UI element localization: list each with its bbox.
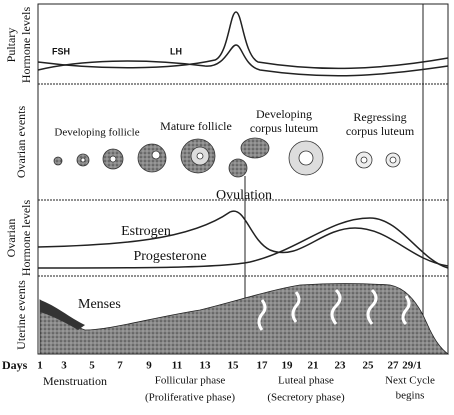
side-label: Uterine events [14,280,28,350]
glands [257,288,411,331]
fsh-label: FSH [52,46,70,56]
day-tick: 19 [282,360,294,372]
day-tick: 1 [37,360,43,372]
day-tick: 23 [335,360,347,372]
day-tick: 13 [200,360,212,372]
estrogen-curve [37,210,449,267]
endometrium [39,283,450,355]
lh-curve [37,11,449,70]
side-label: Hormone levels [19,200,33,277]
day-tick: 7 [117,360,123,372]
phase-label: (Secretory phase) [267,392,345,404]
estrogen-label: Estrogen [121,224,171,239]
day-tick: 29/1 [402,360,422,372]
day-tick: 27 [388,360,400,372]
day-tick: 11 [172,360,182,372]
day-tick: 5 [89,360,95,372]
event-label: Regressing [353,110,406,124]
follicles [53,137,401,178]
progesterone-curve [37,217,449,269]
phase-label: (Proliferative phase) [145,392,235,404]
days-label: Days [2,358,28,372]
phase-label: Menstruation [43,374,107,388]
event-label: Mature follicle [160,119,232,133]
side-label: Ovarian [4,219,18,258]
phase-label: Next Cycle [385,375,435,387]
side-labels: Pultary Hormone levels Ovarian events Ov… [4,7,33,350]
day-tick: 17 [257,360,269,372]
day-tick: 9 [146,360,152,372]
event-label: Developing [256,107,312,121]
menses-label: Menses [78,297,121,312]
day-tick: 25 [363,360,375,372]
progesterone-label: Progesterone [133,249,206,264]
event-label: Developing follicle [54,127,139,139]
lh-label: LH [170,46,182,56]
side-label: Pultary [4,28,18,63]
phase-label: Follicular phase [155,375,226,387]
event-label: corpus luteum [346,124,415,138]
menses-flow [40,300,85,330]
event-label: corpus luteum [250,121,319,135]
side-label: Hormone levels [19,7,33,84]
ovulation-label: Ovulation [216,188,272,203]
phase-label: Luteal phase [278,375,334,387]
side-label: Ovarian events [14,106,28,179]
day-tick: 21 [308,360,319,372]
fsh-curve [37,44,449,77]
day-tick: 15 [228,360,240,372]
day-tick: 3 [61,360,67,372]
phase-label: begins [396,390,425,402]
day-ticks: 1 3 5 7 9 11 13 15 17 19 21 23 25 27 29/1 [37,360,422,372]
